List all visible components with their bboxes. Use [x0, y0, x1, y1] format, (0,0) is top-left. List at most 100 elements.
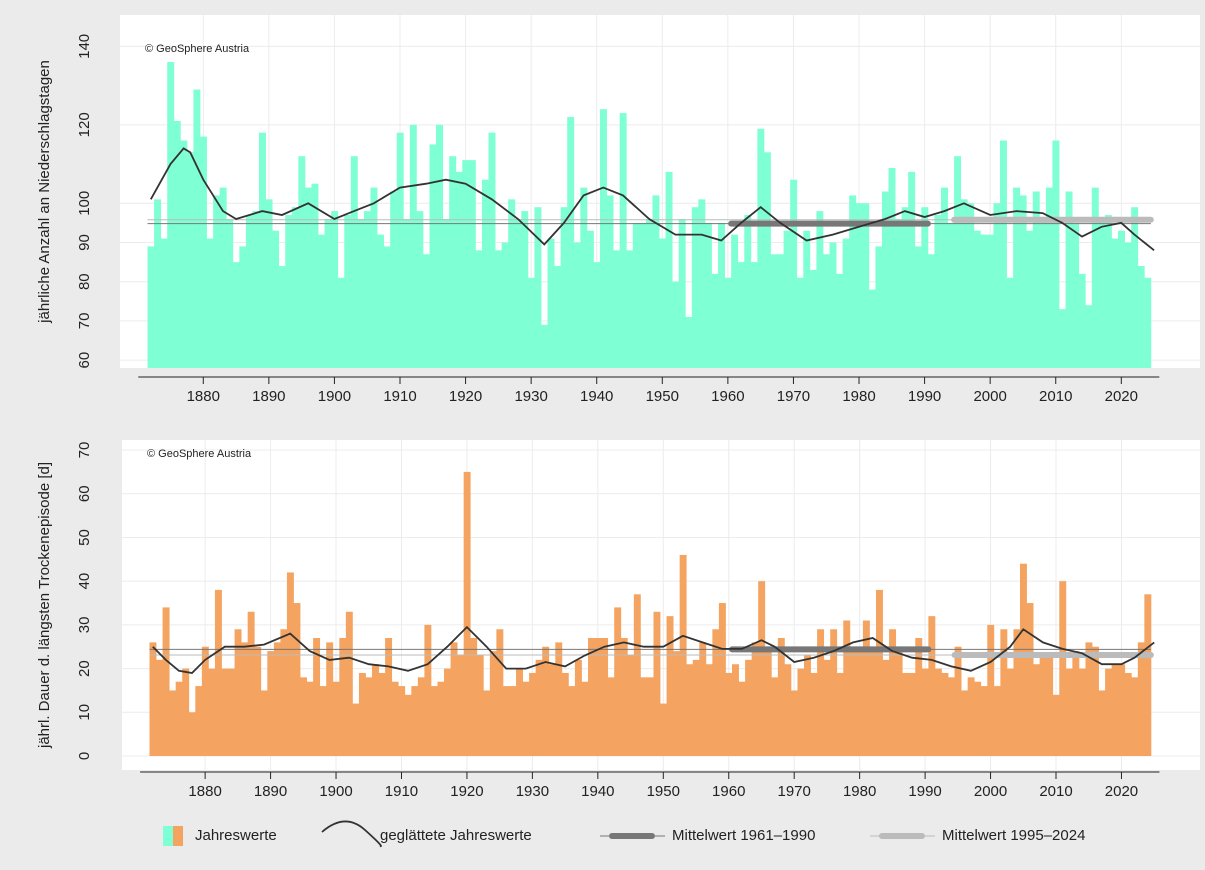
bar [901, 207, 909, 368]
legend-swatch [163, 826, 173, 846]
bar [738, 681, 746, 757]
y-tick-label: 10 [76, 704, 93, 721]
bar [586, 230, 594, 368]
bar [601, 638, 609, 757]
bar [1098, 218, 1106, 368]
x-tick-label: 1970 [778, 783, 811, 800]
bar [758, 581, 766, 757]
bar [430, 686, 438, 757]
bar [1046, 655, 1054, 757]
bar [666, 616, 674, 757]
bar [286, 572, 294, 757]
bar [954, 646, 962, 757]
bar [245, 215, 253, 368]
bar [954, 156, 962, 368]
bar [632, 222, 640, 368]
bar [993, 203, 1001, 368]
bar [311, 183, 319, 368]
x-tick-label: 1940 [581, 783, 614, 800]
bar [521, 211, 529, 368]
bar [580, 187, 588, 368]
bar [856, 651, 864, 757]
bar [659, 238, 666, 368]
bar [876, 589, 883, 757]
bar [300, 677, 307, 757]
bar [902, 672, 910, 757]
bar [600, 109, 607, 368]
bar [221, 668, 229, 757]
bar [581, 681, 589, 757]
bar [385, 638, 393, 757]
bar [823, 659, 831, 757]
x-tick-label: 1880 [188, 783, 221, 800]
bar [488, 132, 496, 368]
bar [372, 664, 379, 757]
bar [548, 664, 556, 757]
bar [442, 218, 450, 368]
bar [391, 681, 399, 757]
bar [332, 681, 340, 757]
bar [337, 277, 345, 368]
bar [731, 234, 739, 368]
x-tick-label: 1890 [252, 388, 285, 405]
x-tick-label: 1980 [842, 388, 875, 405]
bar [1039, 655, 1047, 757]
bar [272, 230, 280, 368]
bar [162, 607, 170, 757]
bar [214, 589, 222, 757]
smoothed-line [152, 625, 1155, 674]
bar [797, 668, 805, 757]
bar [241, 642, 249, 757]
bar [350, 156, 358, 368]
bar [771, 677, 779, 757]
bar [660, 703, 667, 757]
bar [234, 629, 242, 757]
bar [213, 195, 221, 368]
bar [298, 156, 306, 368]
bar [940, 187, 948, 368]
x-tick-label: 1900 [318, 388, 351, 405]
bar [895, 646, 903, 757]
y-tick-label: 50 [76, 529, 93, 546]
y-tick-label: 70 [76, 313, 93, 330]
y-tick-label: 40 [76, 573, 93, 590]
bar [699, 642, 707, 757]
bar [319, 686, 327, 757]
bar [732, 664, 739, 757]
y-axis-label: jährl. Dauer d. längsten Trockenepisode … [36, 462, 53, 749]
bar [522, 681, 530, 757]
x-tick-label: 2010 [1039, 783, 1072, 800]
legend-label: geglättete Jahreswerte [380, 827, 532, 844]
bar [914, 246, 922, 368]
bar [182, 668, 190, 757]
x-tick-label: 2000 [974, 783, 1007, 800]
bar [293, 603, 301, 757]
x-tick-label: 1930 [514, 388, 547, 405]
bar [437, 681, 445, 757]
x-tick-label: 1910 [385, 783, 418, 800]
bar [398, 686, 406, 757]
bar [156, 659, 163, 757]
bar [830, 629, 838, 757]
x-tick-label: 1890 [254, 783, 287, 800]
bar [1020, 563, 1027, 757]
y-tick-label: 0 [76, 752, 93, 760]
bar [1059, 309, 1066, 368]
bar [1052, 140, 1060, 368]
x-tick-label: 1950 [647, 783, 680, 800]
bar [744, 215, 752, 368]
bar [1137, 266, 1145, 368]
bar [777, 638, 785, 757]
bar [468, 160, 476, 368]
bar [489, 651, 497, 757]
bar [169, 690, 177, 757]
bar [1098, 690, 1106, 757]
bar [980, 234, 988, 368]
bar [476, 655, 484, 757]
bar [869, 651, 877, 757]
bar [882, 659, 890, 757]
bar [1124, 672, 1132, 757]
bar [195, 686, 203, 757]
bar [843, 620, 851, 757]
bar [567, 116, 575, 368]
